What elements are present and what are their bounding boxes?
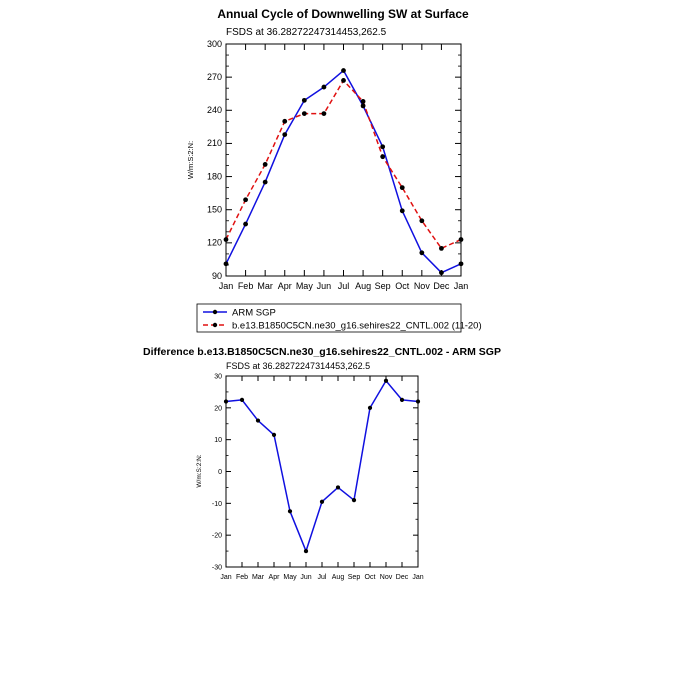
c2-ytick-label: 30 — [214, 373, 222, 380]
chart2-y-axis-label: W/m:S:2:N: — [196, 454, 203, 487]
c1-series-1-point-jan-0 — [223, 237, 229, 242]
c2-series-0-point-feb-1 — [239, 397, 245, 402]
c2-ytick-label: 20 — [214, 405, 222, 412]
c2-xtick-label: Jul — [318, 574, 327, 581]
c1-xtick-label: Jun — [317, 281, 332, 291]
c2-xtick-label: Jun — [300, 574, 311, 581]
c1-ytick-label: 150 — [207, 205, 222, 215]
chart2-title: Difference b.e13.B1850C5CN.ne30_g16.sehi… — [143, 346, 501, 358]
c1-series-0-point-oct-9 — [399, 208, 405, 214]
c1-xtick-label: Feb — [238, 281, 254, 291]
chart2-plot-area: -30 -20 -10 0 10 20 30 Jan Feb Mar Apr May Jun Jul Aug… — [212, 373, 424, 581]
c1-series-0-point-nov-10 — [419, 250, 425, 256]
c1-xtick-label: Jan — [219, 281, 234, 291]
c1-series-1-line — [225, 79, 462, 250]
c2-series-0-point-sep-8 — [351, 498, 357, 503]
c2-xtick-label: Mar — [252, 574, 265, 581]
c1-series-1-point-jun-5 — [321, 111, 327, 116]
legend-obs-label: ARM SGP — [232, 308, 276, 319]
c2-series-0-point-oct-9 — [367, 405, 373, 410]
c2-series-0-point-jan-0 — [223, 399, 229, 404]
c1-series-0-point-apr-3 — [282, 132, 288, 137]
c2-ytick-label: -20 — [212, 533, 222, 540]
c1-series-0-point-aug-7 — [360, 103, 366, 109]
c2-xtick-label: Aug — [332, 574, 345, 581]
chart1-subtitle: FSDS at 36.28272247314453,262.5 — [226, 27, 387, 38]
chart1-y-axis-label: W/m:S:2:N: — [186, 141, 195, 179]
c1-ytick-label: 270 — [207, 72, 222, 82]
c2-ytick-label: 0 — [218, 469, 222, 476]
c1-series-1-point-oct-9 — [399, 185, 405, 191]
c1-xtick-label: Sep — [375, 281, 391, 291]
c2-series-0-point-mar-2 — [255, 418, 261, 423]
c2-series-0-point-aug-7 — [335, 485, 341, 490]
c1-series-0-point-sep-8 — [380, 144, 386, 150]
chart2-subtitle: FSDS at 36.28272247314453,262.5 — [226, 361, 370, 371]
c1-ytick-label: 90 — [212, 271, 222, 281]
c1-xtick-label: Aug — [355, 281, 371, 291]
c2-frame — [225, 375, 419, 568]
c1-series-1-point-feb-1 — [243, 197, 248, 203]
c1-xtick-label: Mar — [257, 281, 273, 291]
c2-xtick-label: Sep — [348, 574, 361, 581]
c2-ytick-label: -30 — [212, 564, 222, 571]
c1-xtick-label: Dec — [433, 281, 450, 291]
c2-xtick-label: May — [283, 574, 297, 581]
c2-series-0-line — [225, 380, 419, 552]
c1-series-1-point-nov-10 — [419, 218, 425, 224]
c1-ytick-label: 120 — [207, 238, 222, 248]
c2-xtick-label: Feb — [236, 574, 248, 581]
c1-series-1-point-mar-2 — [262, 162, 268, 167]
c1-ytick-label: 210 — [207, 138, 222, 148]
c1-ytick-label: 180 — [207, 171, 222, 181]
c2-series-0-point-jan-12 — [415, 399, 421, 404]
c1-series-1-point-sep-8 — [380, 154, 386, 160]
c2-series-0-point-nov-10 — [383, 378, 389, 383]
c2-xtick-label: Nov — [380, 574, 393, 581]
c2-series-0-point-may-4 — [287, 509, 293, 514]
c2-xtick-label: Dec — [396, 574, 409, 581]
c2-series-0-point-apr-3 — [271, 432, 277, 437]
c1-series-0-point-jul-6 — [341, 68, 346, 73]
c1-series-1-point-dec-11 — [439, 245, 444, 251]
c1-series-0-point-may-4 — [301, 97, 307, 103]
chart1-title: Annual Cycle of Downwelling SW at Surfac… — [217, 7, 469, 21]
c1-series-1-point-jan-12 — [458, 237, 464, 242]
legend-frame — [196, 303, 462, 333]
c2-ytick-label: 10 — [214, 437, 222, 444]
c1-series-1-point-apr-3 — [282, 118, 288, 124]
c1-xtick-label: Nov — [414, 281, 431, 291]
legend-model-label: b.e13.B1850C5CN.ne30_g16.sehires22_CNTL.… — [232, 321, 482, 332]
c1-xtick-label: May — [296, 281, 314, 291]
c1-series-1-point-jul-6 — [341, 78, 346, 83]
c1-series-0-point-mar-2 — [262, 179, 268, 185]
c1-xtick-label: Jul — [338, 281, 350, 291]
c1-series-0-point-jan-0 — [223, 261, 229, 267]
chart1-legend: ARM SGP b.e13.B1850C5CN.ne30_g16.sehires… — [196, 303, 482, 333]
c2-xtick-label: Apr — [269, 574, 281, 581]
c1-xtick-label: Jan — [454, 281, 469, 291]
legend-obs-marker — [212, 309, 218, 315]
c1-series-1-point-aug-7 — [360, 99, 366, 104]
c1-series-0-point-dec-11 — [439, 270, 444, 276]
c1-series-1-point-may-4 — [301, 111, 307, 116]
c1-ytick-label: 240 — [207, 105, 222, 115]
c2-xtick-label: Jan — [412, 574, 423, 581]
c1-xtick-label: Oct — [395, 281, 410, 291]
c1-series-0-point-feb-1 — [243, 221, 248, 227]
c2-series-0-point-jul-6 — [319, 499, 325, 504]
c2-ytick-label: -10 — [212, 501, 222, 508]
c1-xtick-label: Apr — [278, 281, 292, 291]
c1-series-0-point-jun-5 — [321, 84, 327, 90]
c2-xtick-label: Jan — [220, 574, 231, 581]
c2-series-0-point-dec-11 — [399, 397, 405, 402]
c2-xtick-label: Oct — [365, 574, 376, 581]
legend-model-marker — [212, 322, 218, 328]
c2-series-0-point-jun-5 — [303, 548, 309, 554]
c1-series-0-point-jan-12 — [458, 261, 464, 267]
c1-ytick-label: 300 — [207, 39, 222, 49]
